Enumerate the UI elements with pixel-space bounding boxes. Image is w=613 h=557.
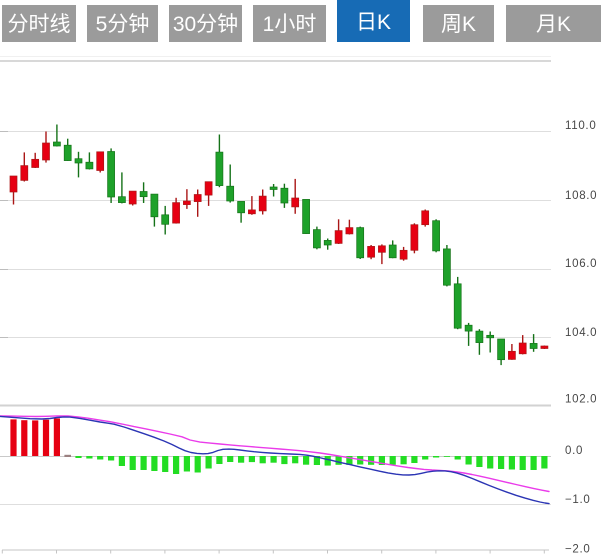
svg-text:−2.0: −2.0 [565,543,591,555]
svg-text:108.0: 108.0 [565,190,597,202]
svg-text:110.0: 110.0 [565,120,596,132]
svg-text:106.0: 106.0 [565,258,597,270]
svg-text:0.0: 0.0 [565,445,583,457]
svg-text:104.0: 104.0 [565,327,597,339]
svg-text:−1.0: −1.0 [565,494,591,506]
svg-text:102.0: 102.0 [565,393,597,405]
